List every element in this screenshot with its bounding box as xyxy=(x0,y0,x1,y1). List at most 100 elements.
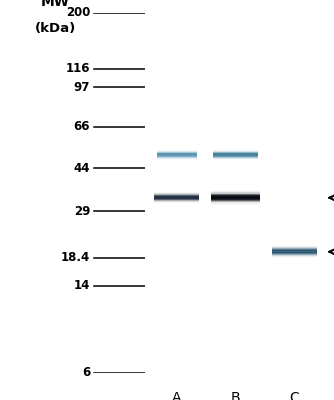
Bar xyxy=(272,248,317,249)
Bar xyxy=(272,249,317,250)
Bar xyxy=(272,251,317,252)
Bar xyxy=(272,255,317,256)
Bar xyxy=(211,201,260,202)
Bar xyxy=(272,253,317,254)
Bar xyxy=(213,159,258,160)
Bar xyxy=(157,155,196,156)
Bar xyxy=(154,195,199,196)
Bar xyxy=(272,247,317,248)
Bar xyxy=(211,194,260,195)
Bar xyxy=(154,196,199,197)
Bar xyxy=(213,153,258,154)
Bar xyxy=(157,152,196,153)
Text: C: C xyxy=(290,391,299,400)
Bar xyxy=(157,158,196,159)
Bar xyxy=(211,192,260,193)
Text: 29: 29 xyxy=(74,204,90,218)
Bar xyxy=(272,252,317,253)
Bar xyxy=(272,245,317,246)
Bar xyxy=(211,197,260,198)
Bar xyxy=(211,204,260,205)
Bar xyxy=(157,153,196,154)
Bar xyxy=(211,195,260,196)
Text: 18.4: 18.4 xyxy=(61,251,90,264)
Bar xyxy=(272,254,317,255)
Bar xyxy=(211,191,260,192)
Bar xyxy=(272,257,317,258)
Text: 97: 97 xyxy=(74,80,90,94)
Bar xyxy=(211,198,260,199)
Text: A: A xyxy=(172,391,181,400)
Bar xyxy=(157,155,196,156)
Bar xyxy=(213,152,258,153)
Bar xyxy=(272,253,317,254)
Bar xyxy=(157,151,196,152)
Bar xyxy=(154,202,199,203)
Bar xyxy=(154,199,199,200)
Bar xyxy=(157,151,196,152)
Bar xyxy=(154,196,199,197)
Bar xyxy=(154,202,199,203)
Text: (kDa): (kDa) xyxy=(35,22,76,35)
Bar xyxy=(211,197,260,198)
Bar xyxy=(213,157,258,158)
Bar xyxy=(213,151,258,152)
Bar xyxy=(154,192,199,193)
Bar xyxy=(157,152,196,153)
Bar xyxy=(211,199,260,200)
Bar xyxy=(213,150,258,151)
Bar xyxy=(211,196,260,197)
Bar xyxy=(213,151,258,152)
Text: 44: 44 xyxy=(73,162,90,175)
Bar xyxy=(272,256,317,257)
Bar xyxy=(213,153,258,154)
Bar xyxy=(154,200,199,201)
Bar xyxy=(157,154,196,155)
Bar xyxy=(213,159,258,160)
Bar xyxy=(211,193,260,194)
Bar xyxy=(154,198,199,199)
Bar xyxy=(213,156,258,157)
Bar xyxy=(272,250,317,251)
Bar xyxy=(211,191,260,192)
Bar xyxy=(157,156,196,157)
Bar xyxy=(211,203,260,204)
Bar xyxy=(211,193,260,194)
Bar xyxy=(213,157,258,158)
Bar xyxy=(213,154,258,155)
Bar xyxy=(272,246,317,247)
Bar xyxy=(211,195,260,196)
Bar xyxy=(211,198,260,199)
Text: 200: 200 xyxy=(66,6,90,19)
Bar xyxy=(157,157,196,158)
Bar xyxy=(211,200,260,201)
Bar xyxy=(213,158,258,159)
Bar xyxy=(154,201,199,202)
Bar xyxy=(211,202,260,203)
Bar xyxy=(157,158,196,159)
Bar xyxy=(211,196,260,197)
Bar xyxy=(154,192,199,193)
Bar xyxy=(211,204,260,205)
Bar xyxy=(213,156,258,157)
Bar xyxy=(154,193,199,194)
Bar xyxy=(157,159,196,160)
Bar xyxy=(211,203,260,204)
Bar xyxy=(213,158,258,159)
Bar xyxy=(154,199,199,200)
Bar xyxy=(272,251,317,252)
Bar xyxy=(213,150,258,151)
Text: MW: MW xyxy=(41,0,70,9)
Bar xyxy=(157,159,196,160)
Bar xyxy=(213,155,258,156)
Text: 6: 6 xyxy=(82,366,90,379)
Bar xyxy=(272,255,317,256)
Bar xyxy=(211,200,260,201)
Bar xyxy=(154,198,199,199)
Text: B: B xyxy=(231,391,240,400)
Bar xyxy=(157,154,196,155)
Bar xyxy=(213,155,258,156)
Bar xyxy=(157,153,196,154)
Bar xyxy=(211,199,260,200)
Bar xyxy=(157,157,196,158)
